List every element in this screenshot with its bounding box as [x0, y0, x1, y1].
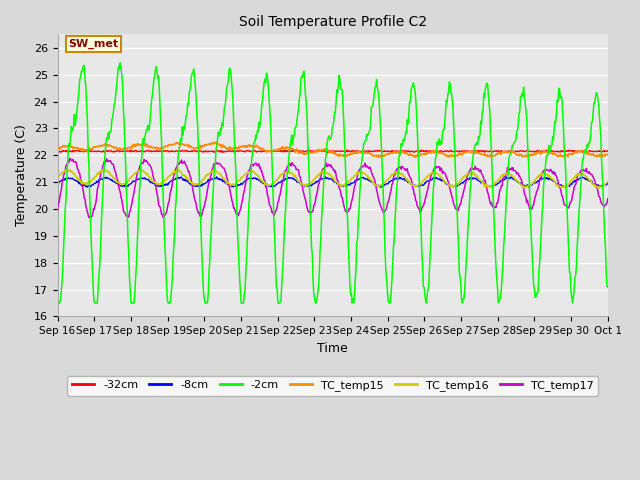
Text: SW_met: SW_met: [68, 39, 118, 49]
X-axis label: Time: Time: [317, 342, 348, 355]
Y-axis label: Temperature (C): Temperature (C): [15, 124, 28, 227]
Legend: -32cm, -8cm, -2cm, TC_temp15, TC_temp16, TC_temp17: -32cm, -8cm, -2cm, TC_temp15, TC_temp16,…: [67, 376, 598, 396]
Title: Soil Temperature Profile C2: Soil Temperature Profile C2: [239, 15, 427, 29]
